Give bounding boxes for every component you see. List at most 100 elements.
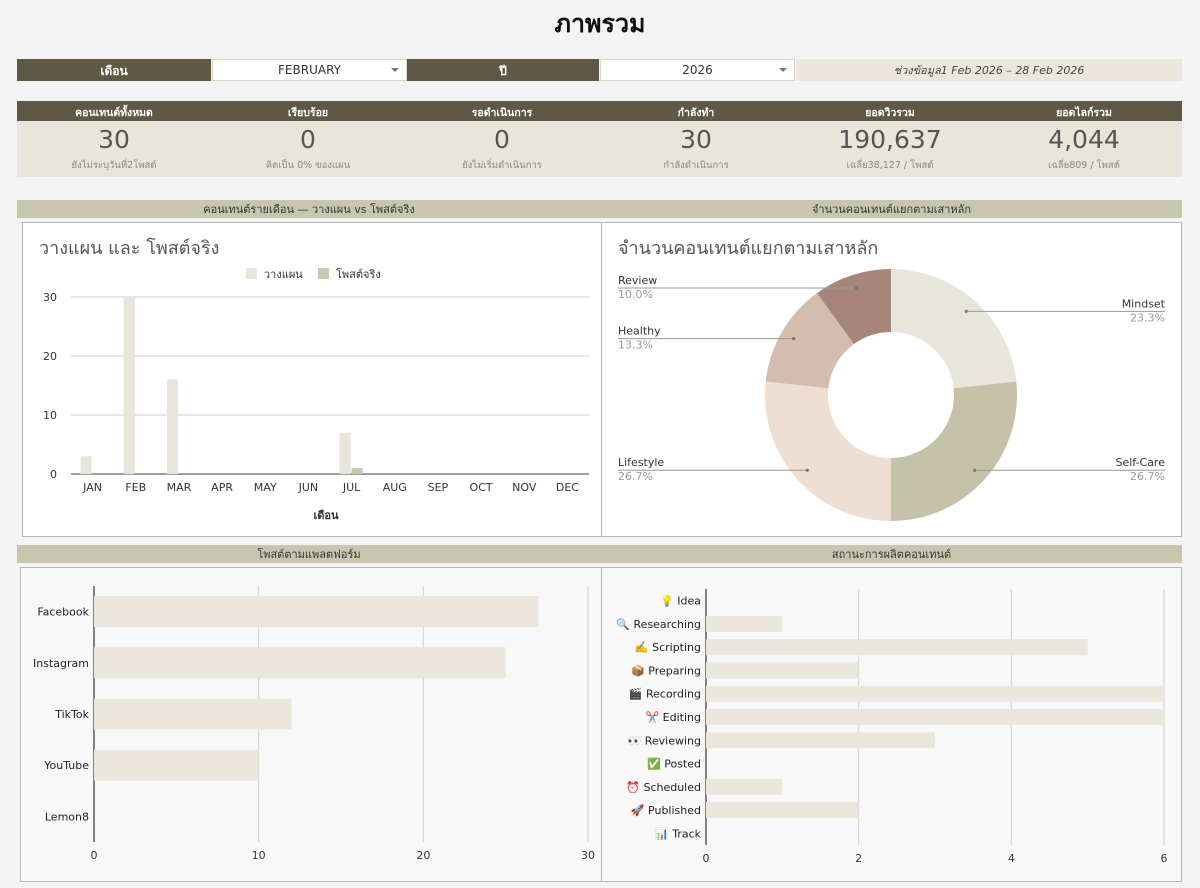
year-label: ปี [407, 59, 599, 81]
section-pillars-header: จำนวนคอนเทนต์แยกตามเสาหลัก [601, 200, 1182, 218]
kpi-label: คอนเทนต์ทั้งหมด [75, 107, 153, 119]
x-tick-label: JAN [82, 481, 102, 494]
slice-pct: 26.7% [618, 470, 653, 483]
y-category-label: 📦 Preparing [631, 664, 701, 677]
section-platforms-header: โพสต์ตามแพลตฟอร์ม [17, 545, 601, 563]
year-select-value: 2026 [682, 63, 713, 77]
bar [706, 778, 783, 795]
y-category-label: 👀 Reviewing [628, 734, 701, 747]
bar [706, 802, 859, 819]
legend-swatch-posted [318, 268, 329, 279]
page-title: ภาพรวม [554, 9, 646, 38]
monthly-bar-chart: วางแผน และ โพสต์จริง วางแผน โพสต์จริง 0 1… [39, 237, 589, 522]
slice-label: Healthy [618, 325, 661, 338]
kpi-value: 30 [680, 125, 712, 154]
slice-label: Self-Care [1115, 456, 1165, 469]
platforms-chart-panel: 0 10 20 30 Facebook Instagram TikTok YouTube Lem… [20, 567, 602, 882]
year-select[interactable]: 2026 [600, 59, 795, 81]
slice-self-care [891, 381, 1017, 521]
kpi-label: กำลังทำ [677, 107, 715, 119]
month-select[interactable]: FEBRUARY [212, 59, 407, 81]
bar [706, 709, 1164, 725]
slice-pct: 13.3% [618, 339, 653, 352]
y-category-label: 🔍 Researching [616, 617, 701, 631]
date-range-text: ช่วงข้อมูล1 Feb 2026 – 28 Feb 2026 [796, 59, 1182, 81]
kpi-value: 190,637 [838, 125, 942, 154]
x-tick-label: JUL [342, 481, 361, 494]
x-tick-label: 30 [581, 849, 595, 862]
slice-pct: 10.0% [618, 288, 653, 301]
y-category-label: Instagram [33, 657, 89, 670]
bar [94, 647, 506, 679]
slice-pct: 23.3% [1130, 311, 1165, 324]
y-category-label: Lemon8 [45, 810, 89, 823]
chart-title: วางแผน และ โพสต์จริง [39, 237, 219, 259]
slice-label: Lifestyle [618, 456, 664, 469]
status-chart-panel: 0 2 4 6 💡 Idea 🔍 Researching ✍️ Scripting 📦 Pre… [601, 567, 1182, 882]
y-category-label: 💡 Idea [660, 595, 701, 608]
section-status-header: สถานะการผลิตคอนเทนต์ [601, 545, 1182, 563]
x-tick-label: AUG [383, 481, 407, 494]
legend-label-planned: วางแผน [264, 268, 303, 281]
x-tick-label: SEP [428, 481, 449, 494]
x-tick-label: JUN [298, 481, 319, 494]
y-category-label: 📊 Track [655, 827, 702, 840]
y-tick-label: 0 [50, 468, 57, 481]
bar [94, 749, 259, 781]
kpi-total-views: ยอดวิวรวม 190,637 เฉลี่ย38,127 / โพสต์ [793, 101, 987, 173]
kpi-body-bar [17, 121, 1182, 177]
x-tick-label: NOV [512, 481, 537, 494]
x-tick-label: MAY [254, 481, 277, 494]
kpi-label: รอดำเนินการ [471, 107, 533, 119]
x-tick-label: FEB [125, 481, 146, 494]
y-category-label: 🎬 Recording [629, 688, 701, 701]
slice-label: Review [618, 274, 657, 287]
kpi-value: 4,044 [1048, 125, 1120, 154]
x-tick-label: 10 [252, 849, 266, 862]
bar [94, 596, 539, 628]
slice-label: Mindset [1122, 297, 1166, 310]
x-tick-label: MAR [167, 481, 192, 494]
month-label: เดือน [17, 59, 211, 81]
leader-dot [805, 468, 809, 472]
kpi-in-progress: กำลังทำ 30 กำลังดำเนินการ [599, 101, 793, 173]
x-tick-label: DEC [556, 481, 579, 494]
slice-pct: 26.7% [1130, 470, 1165, 483]
month-select-value: FEBRUARY [278, 63, 341, 77]
bar [706, 662, 859, 679]
kpi-sub: ยังไม่ระบุวันที่2โพสต์ [71, 160, 157, 171]
y-tick-label: 30 [43, 291, 57, 304]
y-tick-label: 10 [43, 409, 57, 422]
kpi-pending: รอดำเนินการ 0 ยังไม่เริ่มดำเนินการ [405, 101, 599, 173]
kpi-header-bar [17, 101, 1182, 121]
kpi-label: ยอดวิวรวม [865, 107, 915, 119]
leader-dot [854, 286, 858, 290]
bar [706, 685, 1164, 702]
bar [706, 615, 783, 632]
y-tick-label: 20 [43, 350, 57, 363]
leader-dot [964, 309, 968, 313]
pillars-chart-panel: จำนวนคอนเทนต์แยกตามเสาหลัก Mindset 23.3% S… [601, 222, 1182, 537]
kpi-sub: กำลังดำเนินการ [663, 160, 729, 171]
kpi-done: เรียบร้อย 0 คิดเป็น 0% ของแผน [211, 101, 405, 173]
x-tick-label: 20 [416, 849, 430, 862]
filter-bar: เดือน FEBRUARY ปี 2026 ช่วงข้อมูล1 Feb 2… [17, 59, 1182, 81]
slice-healthy [765, 293, 854, 389]
kpi-total-content: คอนเทนต์ทั้งหมด 30 ยังไม่ระบุวันที่2โพสต… [17, 101, 211, 173]
x-tick-label: OCT [470, 481, 493, 494]
kpi-label: เรียบร้อย [287, 107, 329, 119]
x-tick-label: 6 [1161, 852, 1168, 865]
kpi-sub: คิดเป็น 0% ของแผน [265, 160, 351, 171]
kpi-sub: เฉลี่ย809 / โพสต์ [1048, 160, 1120, 171]
bar-planned [123, 297, 135, 474]
leader-dot [792, 337, 796, 341]
kpi-value: 0 [300, 125, 316, 154]
chart-title: จำนวนคอนเทนต์แยกตามเสาหลัก [618, 238, 878, 259]
legend-swatch-planned [246, 268, 257, 279]
kpi-label: ยอดไลก์รวม [1056, 107, 1112, 119]
kpi-total-likes: ยอดไลก์รวม 4,044 เฉลี่ย809 / โพสต์ [987, 101, 1181, 173]
y-category-label: ✅ Posted [647, 758, 701, 771]
y-category-label: ✂️ Editing [645, 710, 701, 724]
legend-label-posted: โพสต์จริง [336, 267, 381, 281]
